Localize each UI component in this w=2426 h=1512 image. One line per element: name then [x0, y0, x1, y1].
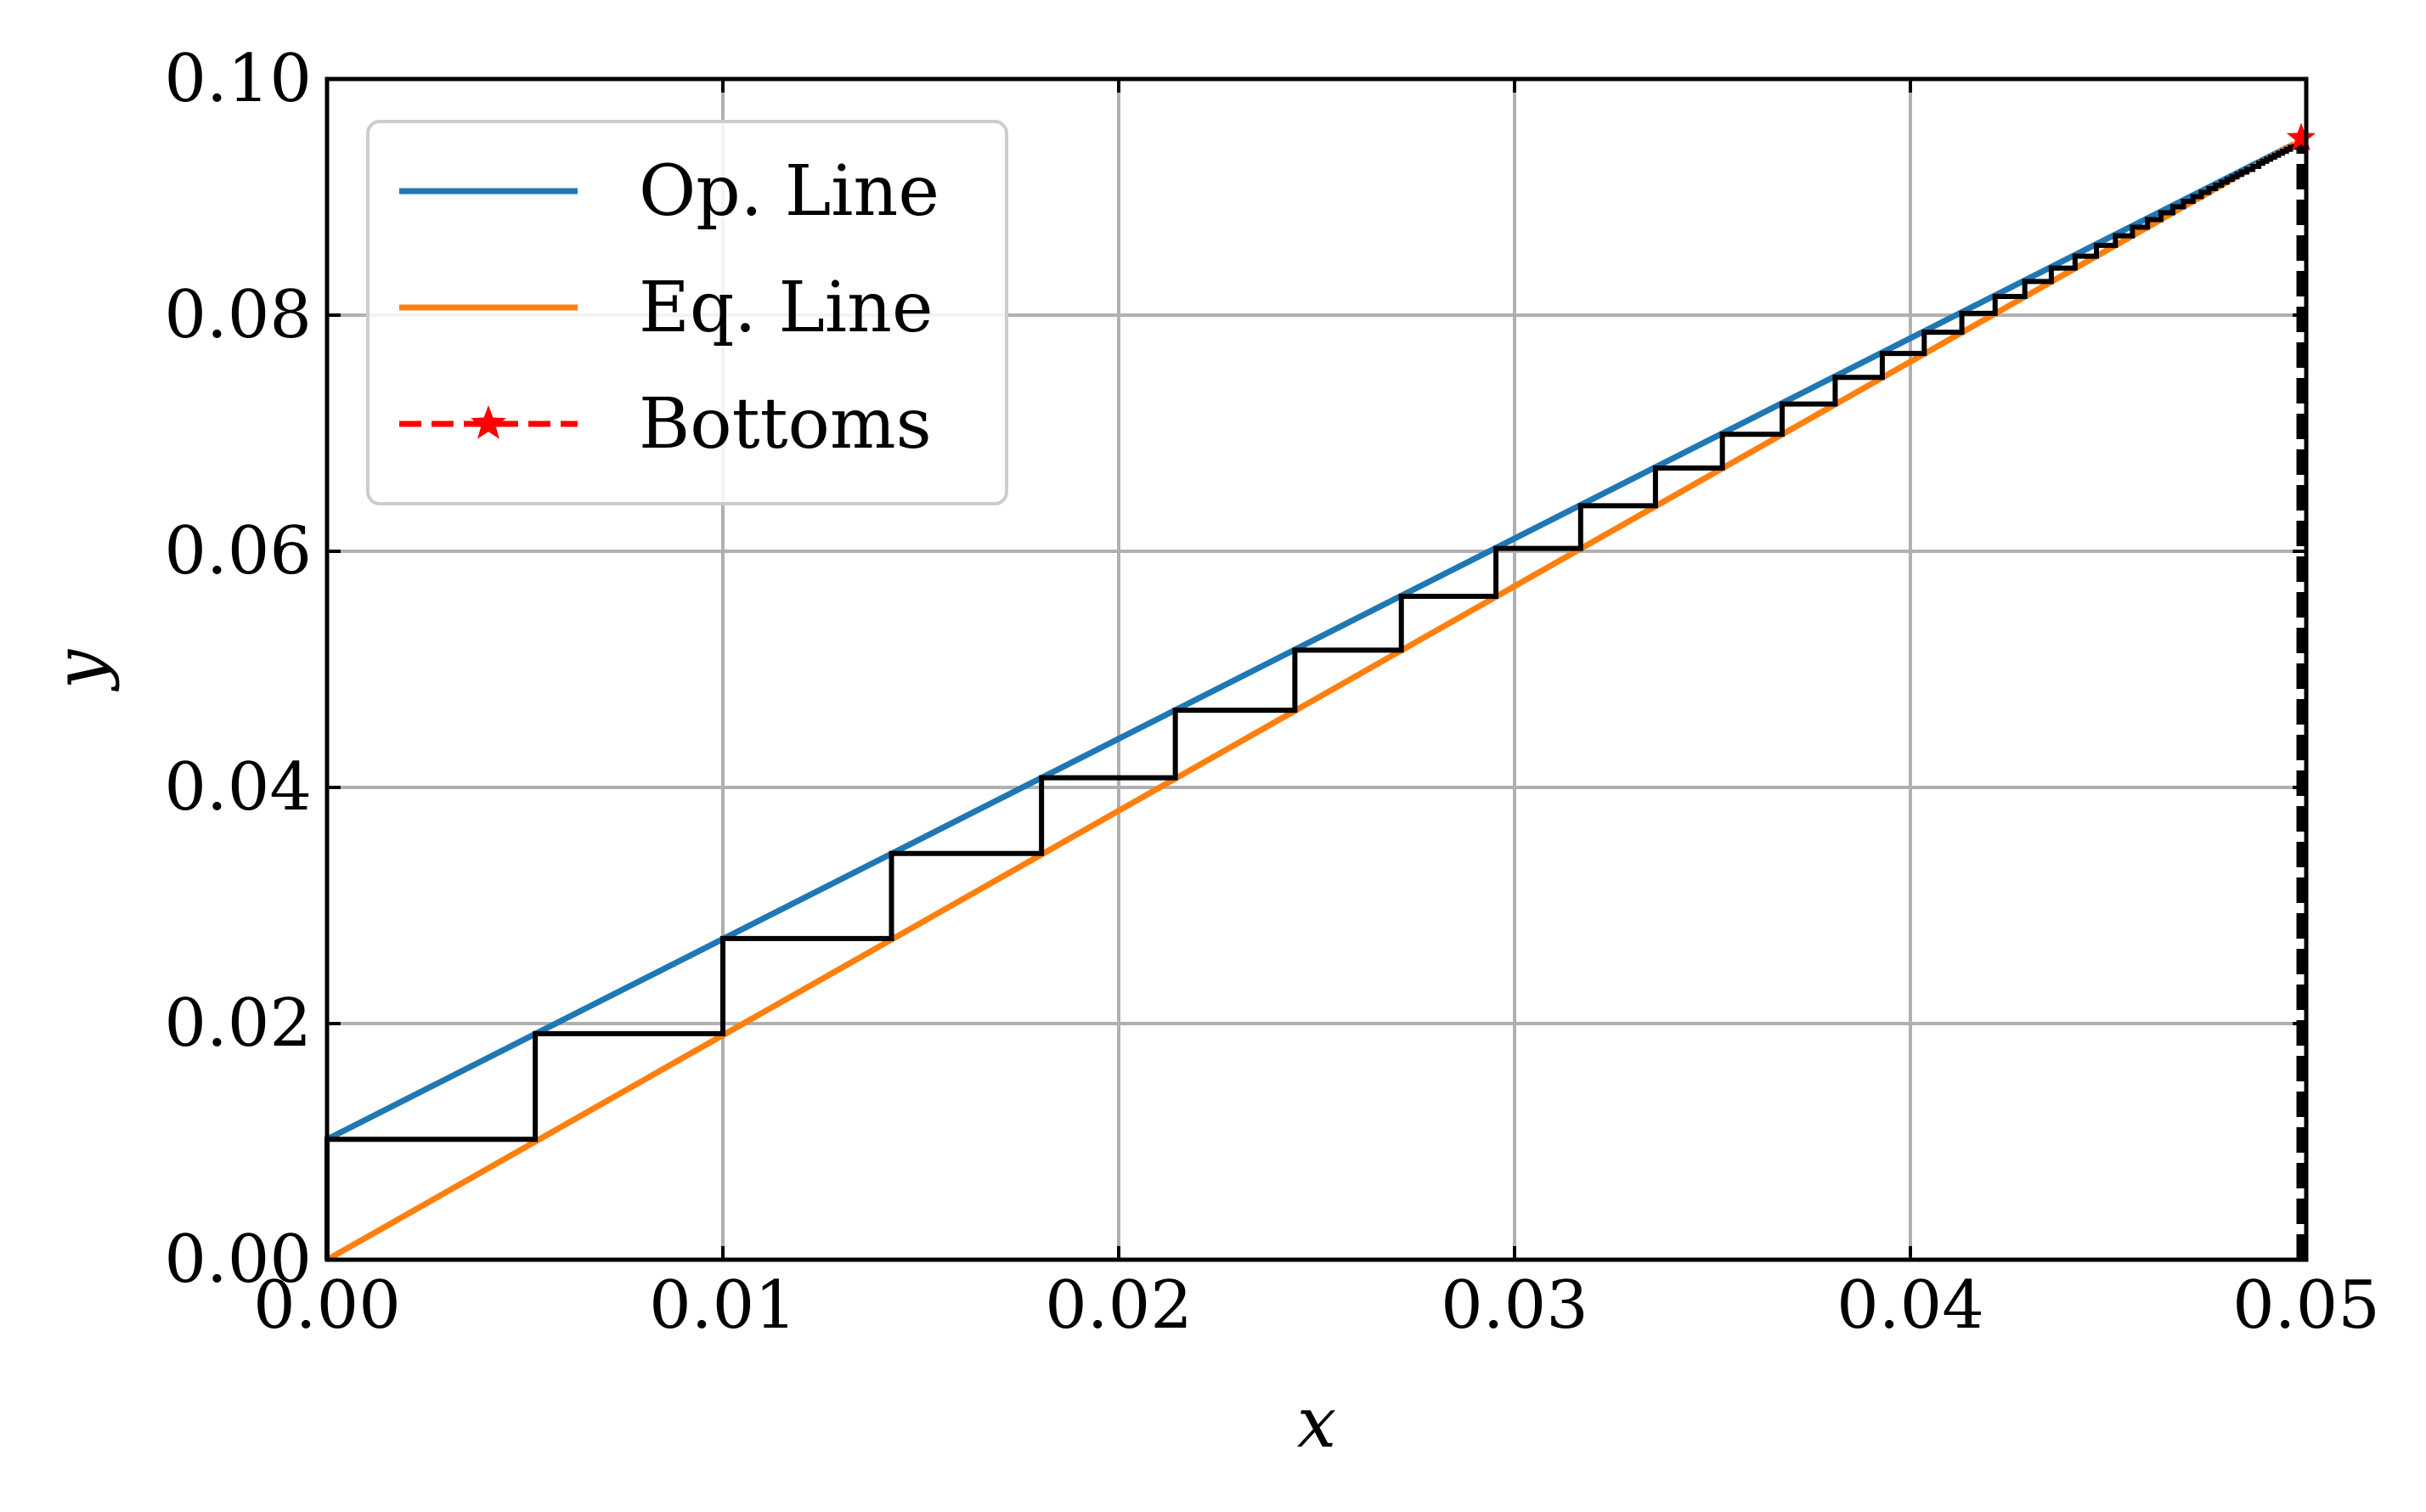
x-tick-label: 0.00 [253, 1267, 401, 1344]
y-tick-label: 0.08 [164, 277, 312, 353]
x-tick-label: 0.01 [649, 1267, 797, 1344]
legend-label: Eq. Line [639, 268, 934, 348]
y-tick-label: 0.00 [164, 1221, 312, 1298]
y-tick-label: 0.04 [164, 749, 312, 826]
x-tick-label: 0.02 [1045, 1267, 1193, 1344]
axis-ticks [325, 77, 2308, 1261]
y-axis-label: y [40, 648, 121, 692]
op-line [325, 141, 2296, 1142]
y-tick-label: 0.10 [164, 41, 312, 117]
stage-steps [324, 144, 2298, 1260]
legend-star-marker [471, 405, 506, 439]
axes-frame [324, 76, 2309, 1262]
x-tick-label: 0.03 [1441, 1267, 1588, 1344]
tick-labels: 0.00 0.01 0.02 0.03 0.04 0.05 0.00 0.02 0.04 0.06… [164, 41, 2380, 1344]
bottoms-star-marker [2286, 122, 2316, 151]
eq-line [325, 141, 2296, 1263]
y-tick-label: 0.02 [164, 985, 312, 1062]
legend-label: Op. Line [639, 151, 939, 232]
y-tick-label: 0.06 [164, 513, 312, 590]
legend-label: Bottoms [639, 384, 932, 465]
legend-box [366, 120, 1008, 505]
x-axis-label: x [1297, 1383, 1336, 1464]
x-tick-label: 0.04 [1836, 1267, 1984, 1344]
x-tick-label: 0.05 [2232, 1267, 2380, 1344]
legend: Op. Line Eq. Line Bottoms [366, 120, 1008, 505]
